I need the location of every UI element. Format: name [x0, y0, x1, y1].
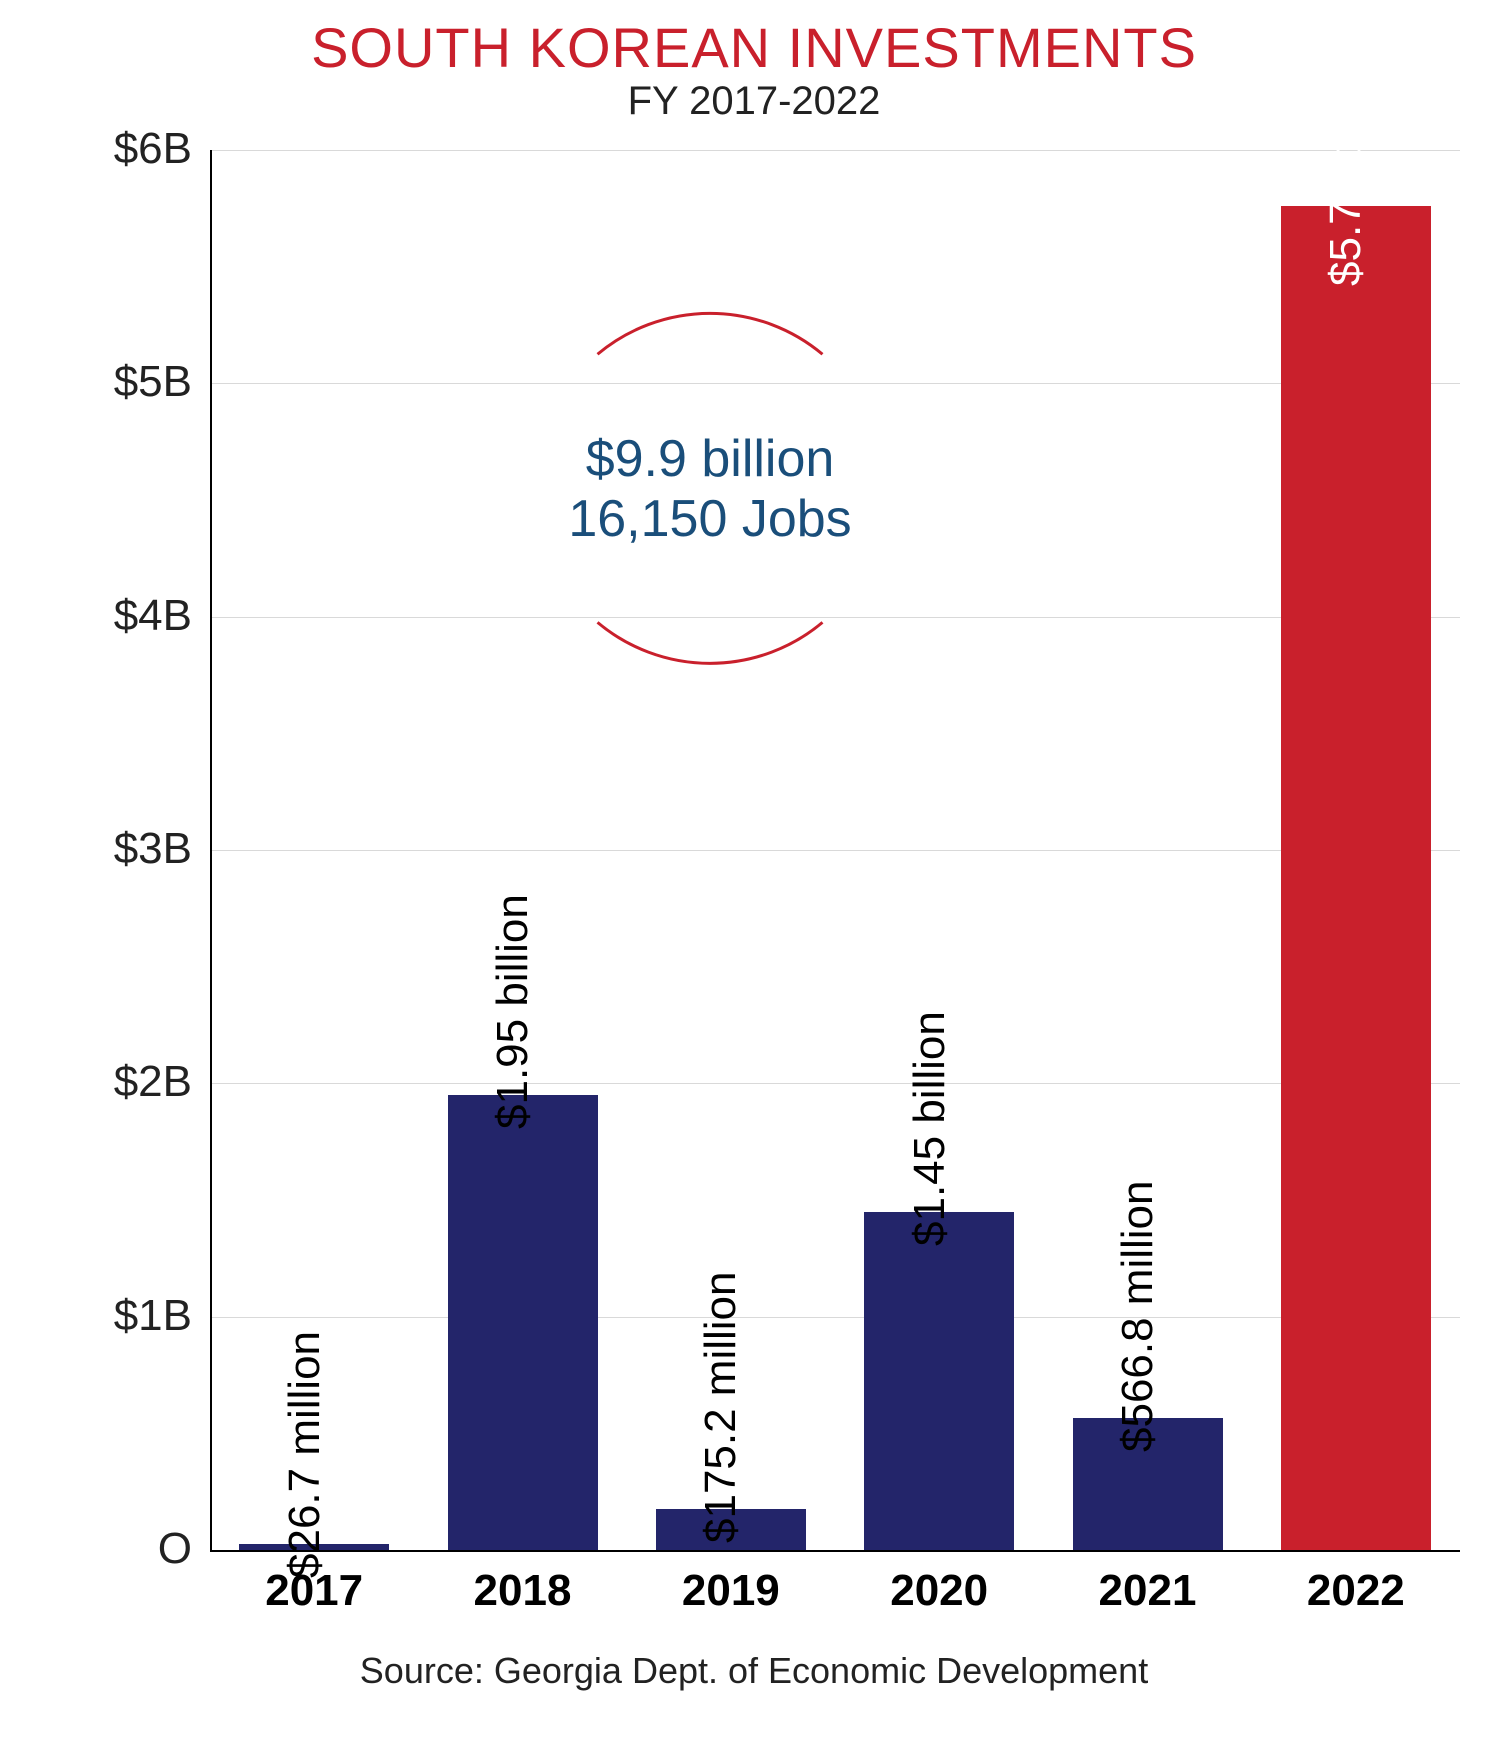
bar [864, 1212, 1014, 1550]
chart-source: Source: Georgia Dept. of Economic Develo… [0, 1650, 1508, 1692]
x-tick-label: 2020 [835, 1566, 1043, 1616]
callout-line1: $9.9 billion [490, 430, 930, 490]
bar [1281, 206, 1431, 1550]
gridline [210, 1317, 1460, 1318]
chart-title: SOUTH KOREAN INVESTMENTS [0, 15, 1508, 80]
chart-container: SOUTH KOREAN INVESTMENTS FY 2017-2022 $2… [0, 0, 1508, 1743]
x-axis-line [210, 1550, 1460, 1552]
y-tick-label: $2B [0, 1057, 192, 1107]
callout-text: $9.9 billion16,150 Jobs [490, 430, 930, 550]
y-tick-label: $3B [0, 824, 192, 874]
bar-value-label: $1.95 billion [488, 894, 538, 1129]
chart-subtitle: FY 2017-2022 [0, 79, 1508, 124]
bar-value-label: $5.76 billion [1321, 51, 1371, 286]
x-tick-label: 2017 [210, 1566, 418, 1616]
bar-value-label: $566.8 million [1113, 1180, 1163, 1452]
x-tick-label: 2018 [418, 1566, 626, 1616]
y-tick-label: $5B [0, 357, 192, 407]
bar-value-label: $1.45 billion [905, 1011, 955, 1246]
gridline [210, 150, 1460, 151]
gridline [210, 1083, 1460, 1084]
gridline [210, 383, 1460, 384]
bar-value-label: $26.7 million [280, 1331, 330, 1578]
y-tick-label: $6B [0, 124, 192, 174]
x-tick-label: 2021 [1043, 1566, 1251, 1616]
y-tick-label: $4B [0, 591, 192, 641]
x-tick-label: 2022 [1252, 1566, 1460, 1616]
plot-area: $26.7 million$1.95 billion$175.2 million… [210, 150, 1460, 1550]
y-tick-label: O [0, 1524, 192, 1574]
y-axis-line [210, 150, 212, 1550]
gridline [210, 850, 1460, 851]
bar [448, 1095, 598, 1550]
y-tick-label: $1B [0, 1291, 192, 1341]
callout-line2: 16,150 Jobs [490, 490, 930, 550]
bar-value-label: $175.2 million [696, 1272, 746, 1544]
x-tick-label: 2019 [627, 1566, 835, 1616]
gridline [210, 617, 1460, 618]
